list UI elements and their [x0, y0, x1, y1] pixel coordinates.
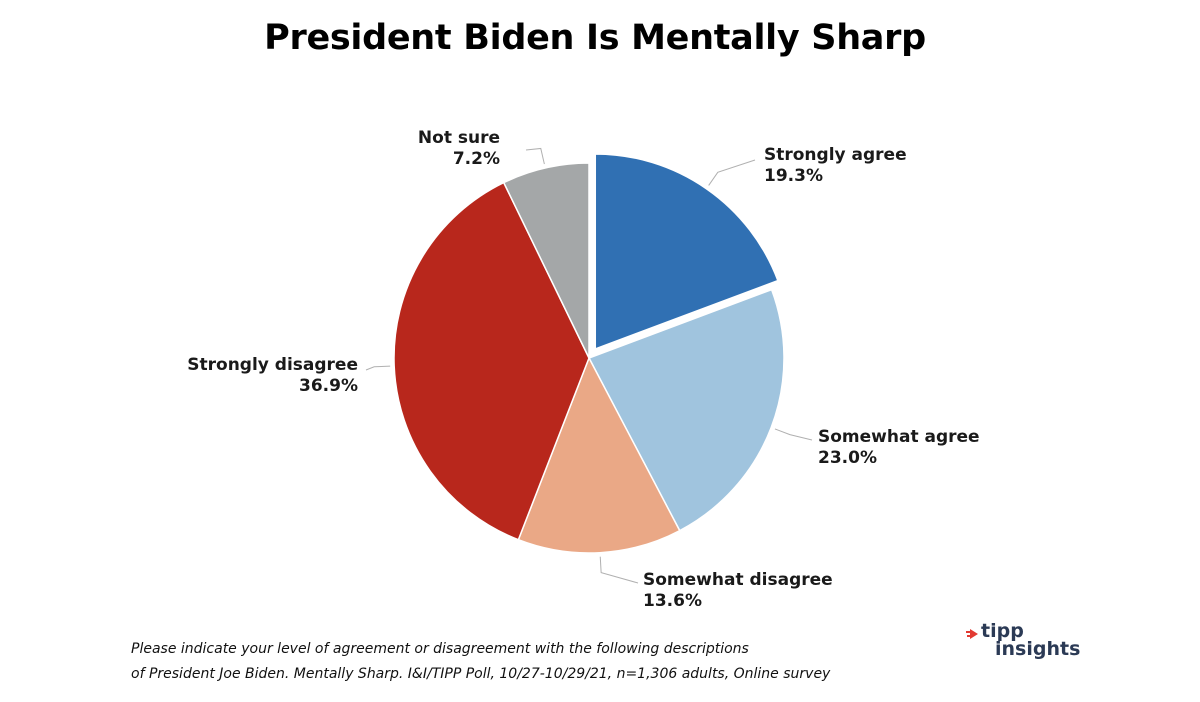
logo-text-tipp: tipp — [981, 620, 1024, 642]
pie-slice-strongly-disagree — [393, 181, 590, 541]
logo-text-insights: insights — [995, 638, 1081, 660]
leader-line-not-sure — [525, 147, 545, 165]
pie-slice-somewhat-disagree — [517, 356, 681, 554]
slice-label-strongly-disagree: Strongly disagree 36.9% — [130, 355, 358, 397]
slice-label-value: 23.0% — [818, 448, 877, 468]
slice-label-name: Strongly disagree — [187, 355, 358, 375]
logo-speed-mark-icon — [966, 629, 978, 639]
slice-label-not-sure: Not sure 7.2% — [380, 128, 500, 170]
slice-label-somewhat-agree: Somewhat agree 23.0% — [818, 427, 980, 469]
slice-label-name: Somewhat disagree — [643, 570, 833, 590]
slice-label-value: 7.2% — [452, 149, 500, 169]
pie-slice-somewhat-agree — [587, 288, 785, 532]
leader-line-somewhat-agree — [774, 428, 813, 441]
pie-slice-strongly-agree — [594, 153, 779, 351]
slice-label-name: Strongly agree — [764, 145, 907, 165]
slice-label-name: Not sure — [417, 128, 500, 148]
footnote-line-1: Please indicate your level of agreement … — [131, 641, 749, 657]
footnote: Please indicate your level of agreement … — [131, 637, 951, 687]
pie-slice-not-sure — [502, 162, 590, 359]
slice-label-somewhat-disagree: Somewhat disagree 13.6% — [643, 570, 833, 612]
slice-label-name: Somewhat agree — [818, 427, 980, 447]
slice-label-value: 13.6% — [643, 591, 702, 611]
leader-line-strongly-disagree — [365, 365, 391, 371]
slice-label-value: 36.9% — [299, 376, 358, 396]
leader-line-strongly-agree — [708, 159, 756, 186]
footnote-line-2: of President Joe Biden. Mentally Sharp. … — [131, 666, 831, 682]
chart-title: President Biden Is Mentally Sharp — [264, 18, 926, 58]
leader-line-somewhat-disagree — [599, 556, 639, 584]
slice-label-value: 19.3% — [764, 166, 823, 186]
slice-label-strongly-agree: Strongly agree 19.3% — [764, 145, 907, 187]
pie-slices — [393, 153, 785, 554]
label-leader-lines — [365, 147, 813, 584]
tipp-insights-logo: tipp insights — [966, 620, 1080, 662]
